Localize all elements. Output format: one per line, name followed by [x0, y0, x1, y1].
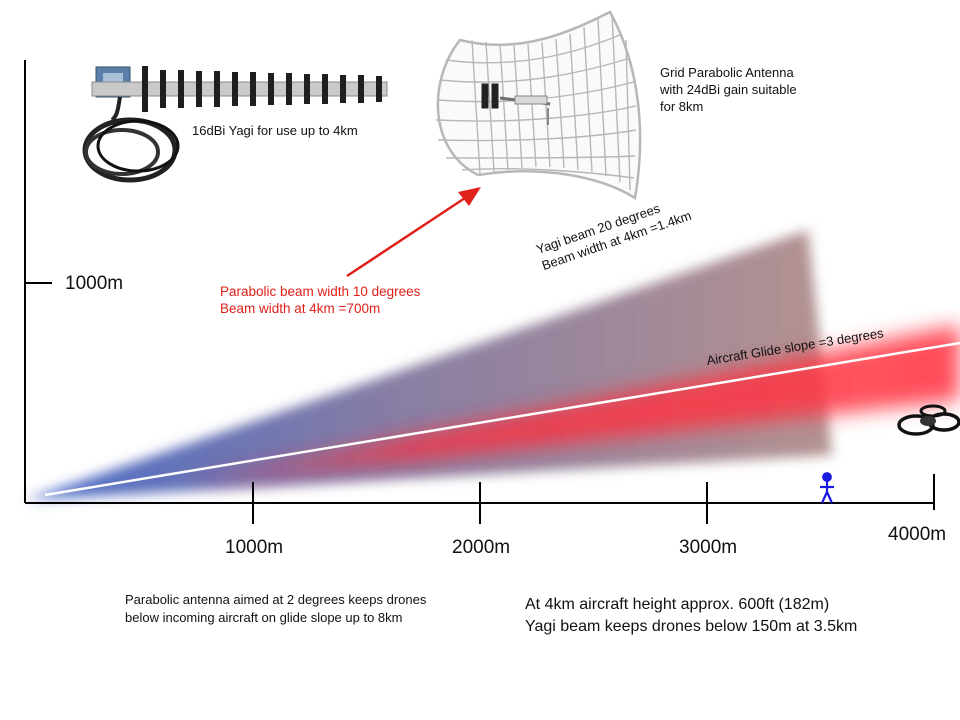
yagi-antenna-icon: [82, 66, 388, 183]
glide-slope-line: [44, 341, 960, 497]
parabolic-caption-line-2: with 24dBi gain suitable: [660, 82, 797, 97]
parabolic-beam-label: Parabolic beam width 10 degrees Beam wid…: [220, 283, 420, 317]
x-tick-label-4000m: 4000m: [888, 524, 947, 545]
note-left-line-2: below incoming aircraft on glide slope u…: [125, 610, 403, 625]
grid-parabolic-antenna-icon: [435, 10, 642, 201]
parabolic-caption: Grid Parabolic Antenna with 24dBi gain s…: [660, 64, 797, 115]
person-icon: [820, 472, 834, 504]
x-tick-label-1000m: 1000m: [225, 537, 284, 558]
y-tick-label-1000m: 1000m: [65, 273, 124, 294]
drone-icon: [897, 404, 960, 436]
note-right: At 4km aircraft height approx. 600ft (18…: [525, 594, 857, 638]
yagi-caption: 16dBi Yagi for use up to 4km: [192, 123, 358, 138]
note-left-line-1: Parabolic antenna aimed at 2 degrees kee…: [125, 592, 427, 607]
parabolic-beam-line-1: Parabolic beam width 10 degrees: [220, 284, 421, 299]
note-left: Parabolic antenna aimed at 2 degrees kee…: [125, 591, 426, 627]
parabolic-caption-line-3: for 8km: [660, 99, 704, 114]
parabolic-beam-line-2: Beam width at 4km =700m: [220, 301, 381, 316]
x-tick-label-2000m: 2000m: [452, 537, 511, 558]
parabolic-beam: [185, 325, 960, 482]
parabolic-caption-line-1: Grid Parabolic Antenna: [660, 65, 794, 80]
note-right-line-2: Yagi beam keeps drones below 150m at 3.5…: [525, 618, 858, 635]
parabolic-pointer-arrow: [346, 187, 481, 278]
note-right-line-1: At 4km aircraft height approx. 600ft (18…: [525, 596, 830, 613]
x-tick-label-3000m: 3000m: [679, 537, 738, 558]
